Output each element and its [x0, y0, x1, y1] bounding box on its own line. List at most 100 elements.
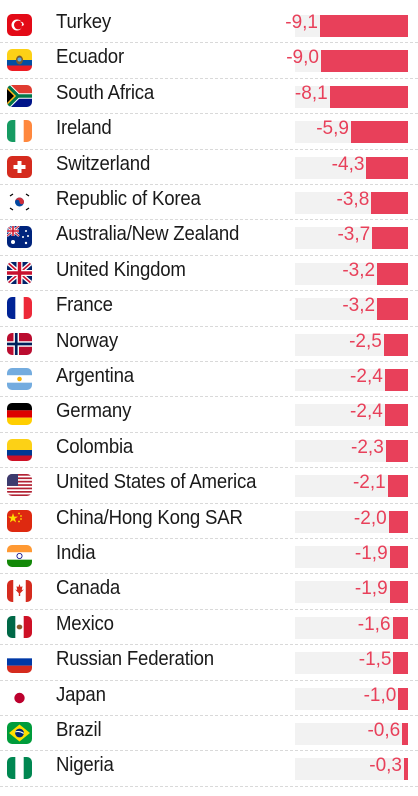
category-label: France — [56, 294, 113, 317]
bar — [387, 475, 408, 498]
japan-flag-icon — [7, 686, 32, 709]
chart-row: Argentina -2,4 — [0, 362, 418, 398]
row-divider — [0, 502, 418, 504]
bar — [398, 687, 408, 710]
bar — [389, 546, 408, 568]
value-label: -1,9 — [354, 578, 388, 600]
usa-flag-icon — [7, 474, 32, 497]
china-flag-icon — [7, 509, 32, 532]
row-divider — [0, 467, 418, 469]
category-label: Ecuador — [56, 46, 124, 69]
france-flag-icon — [7, 297, 32, 320]
switzerland-flag-icon — [7, 155, 32, 178]
bar — [366, 156, 408, 179]
bar — [388, 510, 408, 533]
chart-row: Japan -1,0 — [0, 681, 418, 716]
bar — [372, 227, 408, 250]
category-label: Switzerland — [56, 152, 151, 175]
value-label: -0,6 — [367, 720, 401, 741]
category-label: Mexico — [56, 612, 114, 635]
row-divider — [0, 785, 418, 787]
category-label: Canada — [56, 577, 121, 600]
category-label: Japan — [56, 683, 106, 706]
bar-track — [295, 333, 408, 356]
category-label: Argentina — [56, 365, 134, 387]
argentina-flag-icon — [7, 368, 32, 390]
value-label: -2,4 — [350, 366, 383, 387]
row-divider — [0, 396, 418, 398]
value-label: -1,0 — [363, 684, 397, 706]
value-label: -2,5 — [349, 330, 382, 352]
chart-row: Ecuador -9,0 — [0, 43, 418, 79]
bar — [393, 652, 408, 675]
value-label: -9,1 — [285, 12, 318, 33]
bar — [320, 50, 408, 73]
category-label: South Africa — [56, 81, 155, 104]
bar-track — [295, 510, 408, 533]
bar-track — [295, 652, 408, 675]
category-label: Russian Federation — [56, 648, 214, 671]
canada-flag-icon — [7, 580, 32, 603]
united-kingdom-flag-icon — [7, 261, 32, 284]
row-divider — [0, 254, 418, 256]
value-label: -5,9 — [316, 118, 349, 140]
row-divider — [0, 42, 418, 44]
chart-row: Russian Federation -1,5 — [0, 645, 418, 681]
chart-row: France -3,2 — [0, 291, 418, 327]
row-divider — [0, 714, 418, 716]
chart-row: Mexico -1,6 — [0, 610, 418, 646]
row-divider — [0, 537, 418, 539]
row-divider — [0, 573, 418, 575]
bar-track — [295, 475, 408, 498]
bar-track — [295, 369, 408, 391]
chart-row: Republic of Korea -3,8 — [0, 185, 418, 221]
value-label: -2,1 — [352, 472, 386, 494]
category-label: Ireland — [56, 117, 112, 140]
value-label: -1,9 — [354, 543, 388, 564]
bar-track — [295, 687, 408, 710]
bar — [377, 262, 408, 285]
bar-track — [295, 546, 408, 568]
row-divider — [0, 290, 418, 292]
category-label: United States of America — [56, 471, 257, 494]
brazil-flag-icon — [7, 722, 32, 744]
category-label: Norway — [56, 329, 118, 352]
row-divider — [0, 608, 418, 610]
bar — [320, 15, 408, 37]
norway-flag-icon — [7, 332, 32, 355]
bar — [402, 723, 408, 745]
colombia-flag-icon — [7, 438, 32, 461]
row-divider — [0, 183, 418, 185]
south-africa-flag-icon — [7, 84, 32, 107]
category-label: Colombia — [56, 435, 134, 458]
value-label: -3,8 — [336, 189, 370, 210]
row-divider — [0, 644, 418, 646]
value-label: -0,3 — [369, 755, 402, 777]
chart-row: Switzerland -4,3 — [0, 150, 418, 185]
chart-row: Norway -2,5 — [0, 327, 418, 362]
bar — [384, 404, 408, 427]
chart-row: Ireland -5,9 — [0, 114, 418, 150]
bar-track — [295, 581, 408, 604]
nigeria-flag-icon — [7, 757, 32, 780]
value-label: -2,0 — [353, 507, 387, 529]
chart-row: China/Hong Kong SAR -2,0 — [0, 504, 418, 539]
bar — [329, 85, 408, 108]
germany-flag-icon — [7, 403, 32, 426]
australia-flag-icon — [7, 226, 32, 249]
row-divider — [0, 360, 418, 362]
chart-row: Germany -2,4 — [0, 397, 418, 433]
row-divider — [0, 148, 418, 150]
chart-row: United Kingdom -3,2 — [0, 256, 418, 292]
value-label: -1,6 — [357, 613, 391, 635]
category-label: Nigeria — [56, 754, 114, 777]
chart-row: South Africa -8,1 — [0, 79, 418, 115]
chart-row: India -1,9 — [0, 539, 418, 575]
bar — [371, 192, 408, 214]
value-label: -4,3 — [331, 153, 365, 175]
value-label: -9,0 — [286, 47, 319, 69]
russia-flag-icon — [7, 651, 32, 674]
value-label: -3,2 — [342, 295, 376, 317]
bar-track — [295, 439, 408, 462]
